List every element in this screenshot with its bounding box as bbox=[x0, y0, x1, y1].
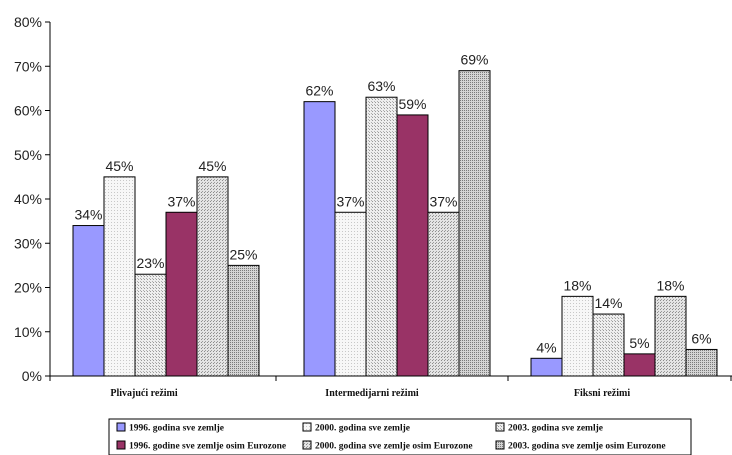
bar bbox=[427, 211, 460, 377]
bar-value-label: 34% bbox=[74, 207, 102, 223]
bar bbox=[623, 353, 656, 377]
bar-value-label: 62% bbox=[305, 83, 333, 99]
legend-label: 2000. godina sve zemlje bbox=[315, 424, 410, 434]
y-tick-label: 60% bbox=[14, 103, 42, 119]
bar-value-label: 6% bbox=[691, 330, 711, 346]
bar bbox=[561, 295, 594, 377]
bar bbox=[530, 357, 563, 377]
y-tick-label: 20% bbox=[14, 280, 42, 296]
bar bbox=[654, 295, 687, 377]
legend-label: 1996. godina sve zemlje bbox=[129, 424, 224, 434]
bar-value-label: 37% bbox=[429, 193, 457, 209]
axes: 0% 10% 20% 30% 40% 50% 60% 70% 80% Plivajući reži… bbox=[14, 14, 732, 399]
bar bbox=[458, 70, 491, 377]
legend: 1996. godina sve zemlje 2000. godina sve … bbox=[108, 418, 692, 455]
bar-value-label: 4% bbox=[536, 339, 556, 355]
legend-label: 1996. godine sve zemlje osim Eurozone bbox=[129, 442, 286, 452]
y-tick-label: 30% bbox=[14, 235, 42, 251]
bar bbox=[103, 176, 136, 377]
y-tick-label: 10% bbox=[14, 324, 42, 340]
category-label: Intermedijarni režimi bbox=[325, 388, 419, 399]
y-tick-label: 80% bbox=[14, 14, 42, 30]
bar bbox=[592, 313, 625, 377]
bar bbox=[303, 101, 336, 377]
bar bbox=[396, 114, 429, 377]
bar bbox=[365, 96, 398, 377]
legend-swatch bbox=[302, 440, 312, 450]
bar bbox=[334, 211, 367, 377]
legend-label: 2000. godina sve zemlje osim Eurozone bbox=[315, 442, 473, 452]
bar bbox=[227, 264, 260, 377]
bar-value-label: 63% bbox=[367, 78, 395, 94]
category-label: Plivajući režimi bbox=[110, 388, 178, 399]
bar-value-label: 5% bbox=[629, 335, 649, 351]
category-label: Fiksni režimi bbox=[574, 388, 630, 399]
legend-swatch bbox=[495, 422, 505, 432]
legend-swatch bbox=[116, 422, 126, 432]
bar bbox=[134, 273, 167, 377]
bar-value-label: 45% bbox=[198, 158, 226, 174]
bar bbox=[196, 176, 229, 377]
bar bbox=[72, 225, 105, 377]
legend-label: 2003. godina sve zemlje osim Eurozone bbox=[508, 442, 666, 452]
y-tick-label: 40% bbox=[14, 191, 42, 207]
data-labels: 34% 62% 4% 45% 37% 18% 23% 63% 14% 37% 59% 5% 45% 37%… bbox=[74, 52, 711, 356]
legend-swatch bbox=[116, 440, 126, 450]
bar-value-label: 23% bbox=[136, 255, 164, 271]
y-tick-label: 0% bbox=[22, 368, 42, 384]
legend-label: 2003. godina sve zemlje bbox=[508, 424, 603, 434]
bar-value-label: 69% bbox=[460, 52, 488, 68]
bar-value-label: 37% bbox=[336, 193, 364, 209]
bar-value-label: 59% bbox=[398, 96, 426, 112]
bar-value-label: 25% bbox=[229, 246, 257, 262]
y-tick-label: 50% bbox=[14, 147, 42, 163]
legend-frame bbox=[108, 418, 692, 455]
legend-swatch bbox=[495, 440, 505, 450]
bar-value-label: 37% bbox=[167, 193, 195, 209]
bar-value-label: 18% bbox=[656, 277, 684, 293]
legend-swatch bbox=[302, 422, 312, 432]
bar bbox=[165, 211, 198, 377]
bar-value-label: 14% bbox=[594, 295, 622, 311]
bar-value-label: 45% bbox=[105, 158, 133, 174]
bars bbox=[72, 70, 718, 377]
bar bbox=[685, 348, 718, 377]
bar-value-label: 18% bbox=[563, 277, 591, 293]
y-tick-label: 70% bbox=[14, 58, 42, 74]
